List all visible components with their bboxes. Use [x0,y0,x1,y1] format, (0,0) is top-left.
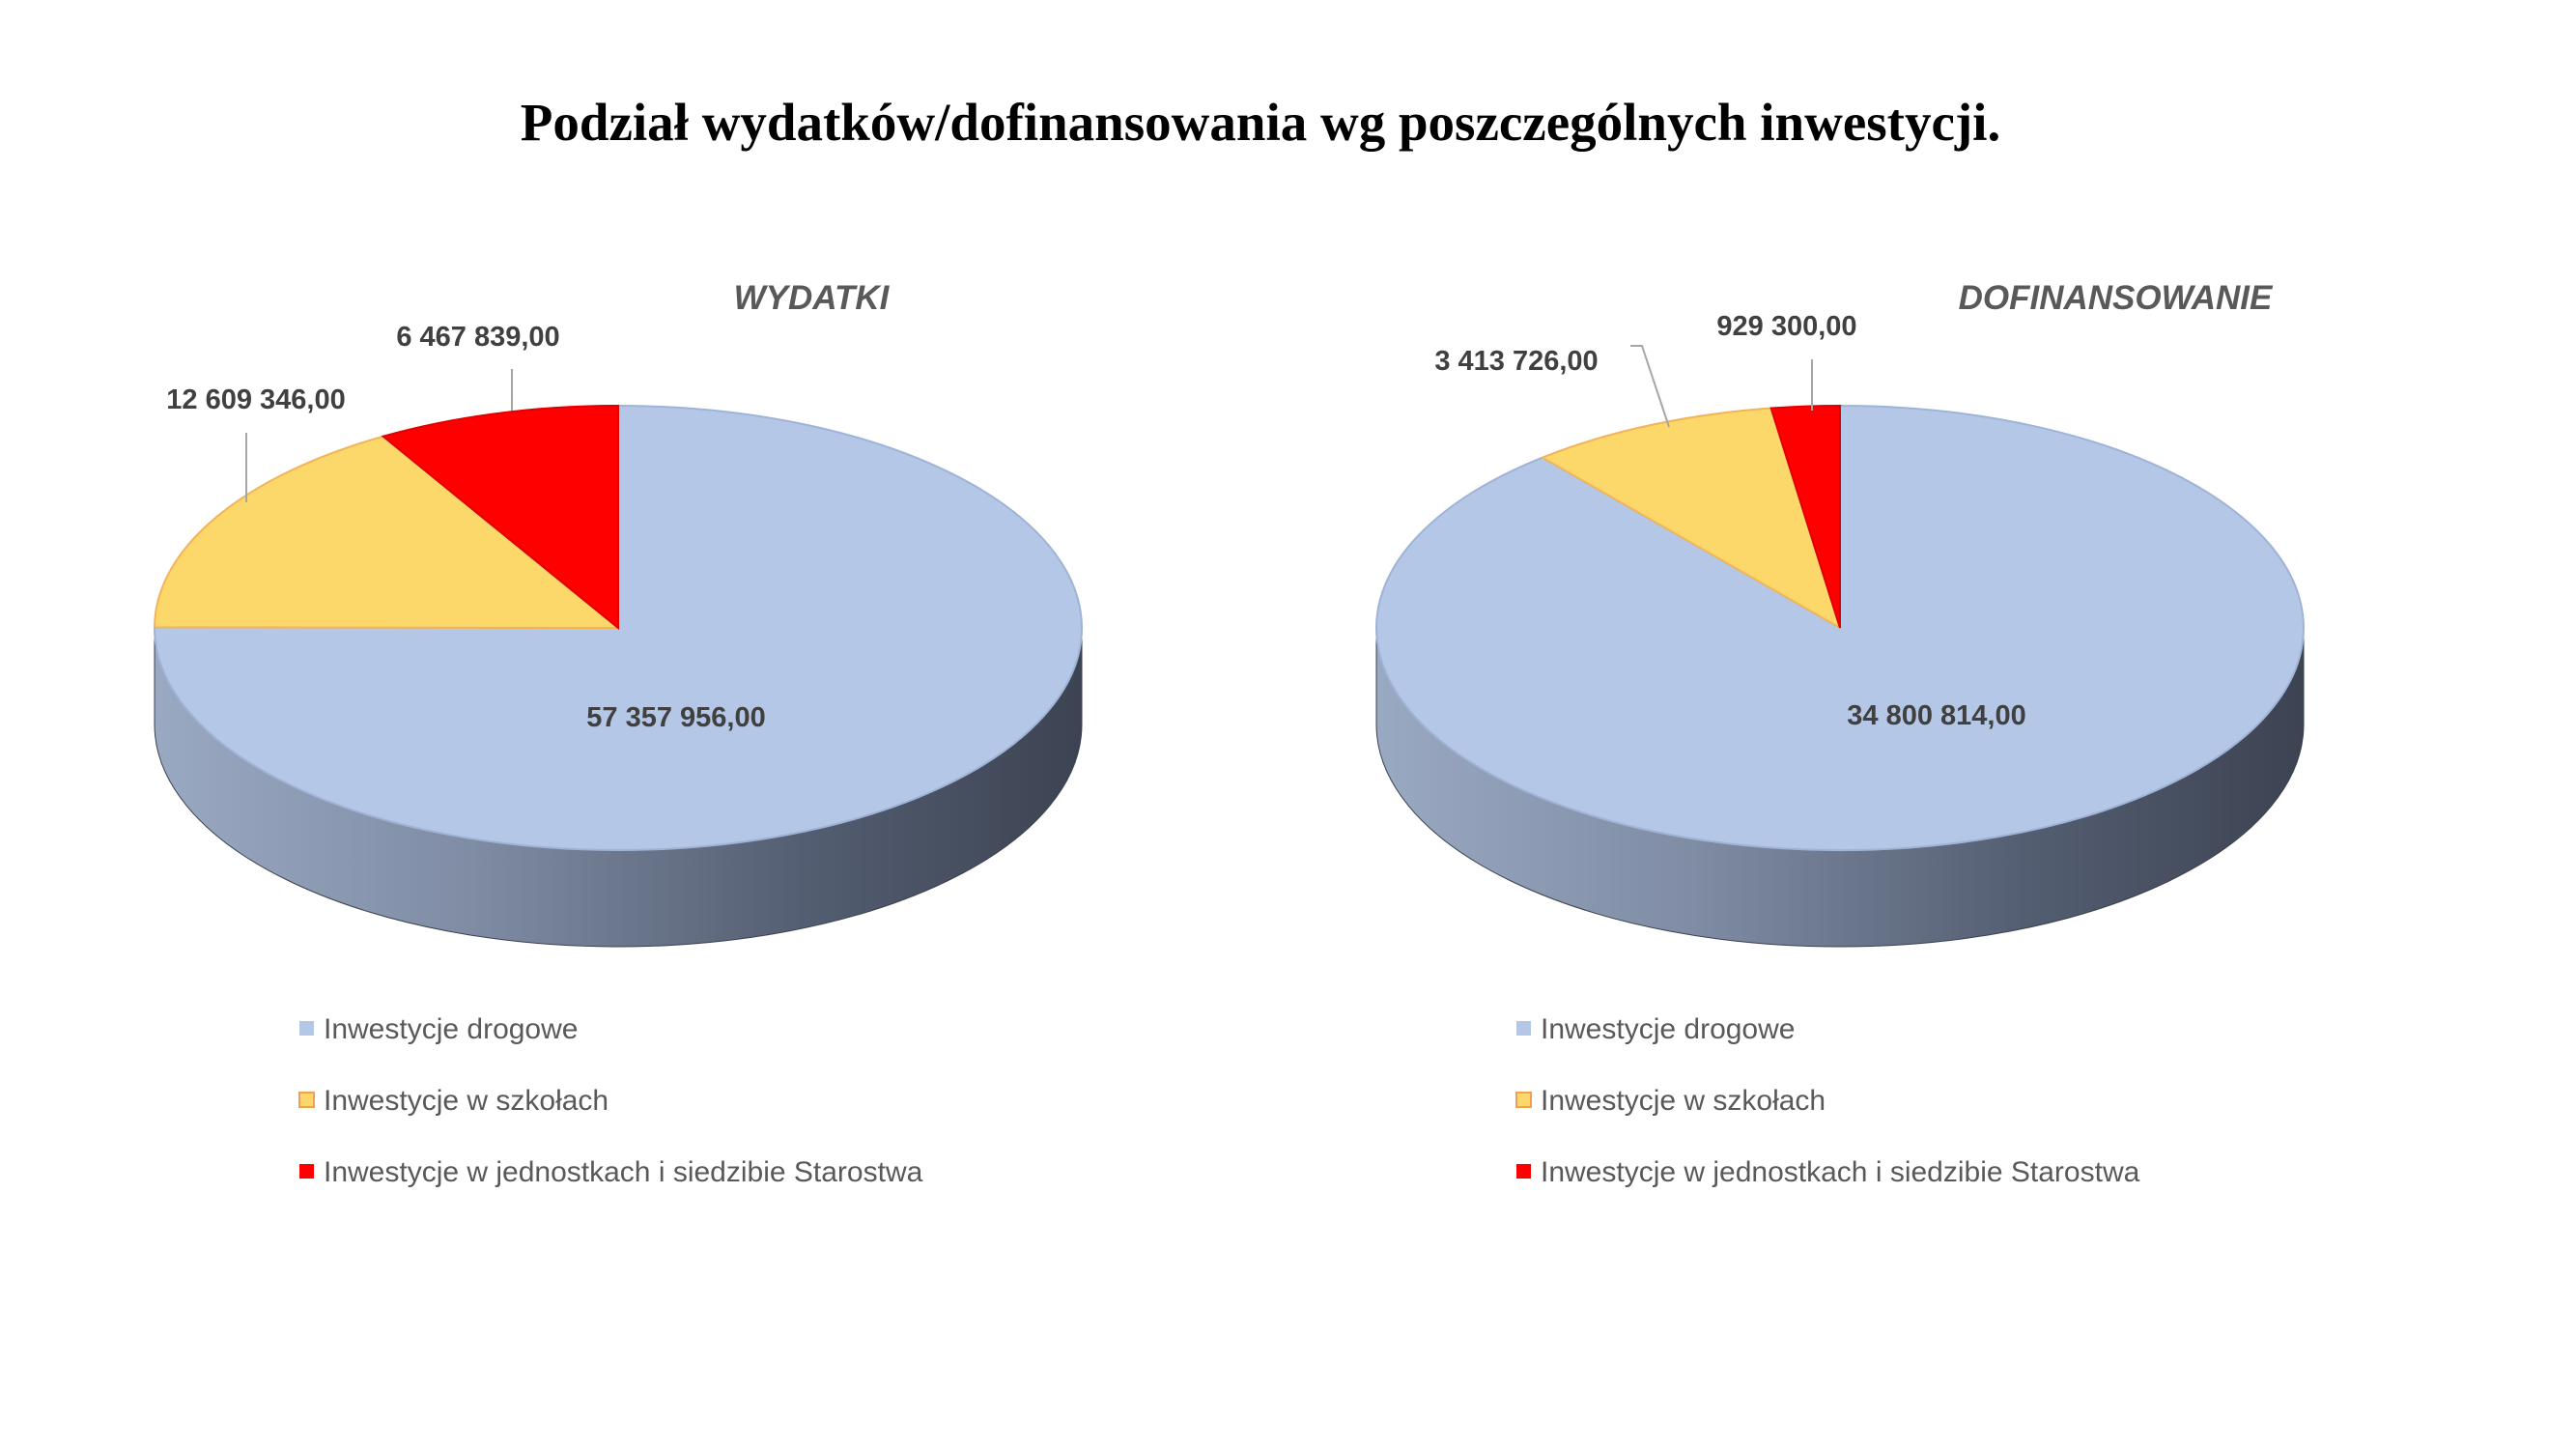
page-title: Podział wydatków/dofinansowania wg poszc… [520,93,2001,152]
chart-title: DOFINANSOWANIE [1959,279,2274,317]
pie-slice-3 [1769,404,1841,629]
data-label: 3 413 726,00 [1434,346,1598,377]
data-label: 57 357 956,00 [586,702,765,733]
legend-swatch [1516,1021,1531,1036]
legend-swatch [299,1021,314,1036]
pie-slice-2 [1540,407,1842,631]
pie-chart-2: DOFINANSOWANIE 34 800 814,00 3 413 726,00 9… [1374,279,2305,1188]
legend-entry: Inwestycje w szkołach [324,1085,609,1117]
pie-slice-3 [381,404,619,631]
pie-slice-1 [154,404,1083,851]
leader-line [1630,345,1670,428]
pie-chart-1: WYDATKI 57 357 956,00 12 609 346,00 6 467 8… [153,279,1083,1188]
legend-swatch [1516,1164,1531,1179]
data-label: 929 300,00 [1716,311,1856,342]
data-label: 34 800 814,00 [1847,700,2025,731]
legend-entry: Inwestycje w jednostkach i siedzibie Sta… [324,1156,923,1188]
data-label: 12 609 346,00 [166,384,345,415]
legend-entry: Inwestycje drogowe [324,1013,578,1045]
legend-entry: Inwestycje drogowe [1541,1013,1795,1045]
data-label: 6 467 839,00 [396,322,559,353]
legend-swatch [298,1092,315,1108]
legend-entry: Inwestycje w szkołach [1541,1085,1826,1117]
pie-slice-2 [153,435,621,630]
legend-entry: Inwestycje w jednostkach i siedzibie Sta… [1541,1156,2140,1188]
chart-title: WYDATKI [734,279,891,317]
legend-swatch [1515,1092,1532,1108]
legend-swatch [299,1164,314,1179]
